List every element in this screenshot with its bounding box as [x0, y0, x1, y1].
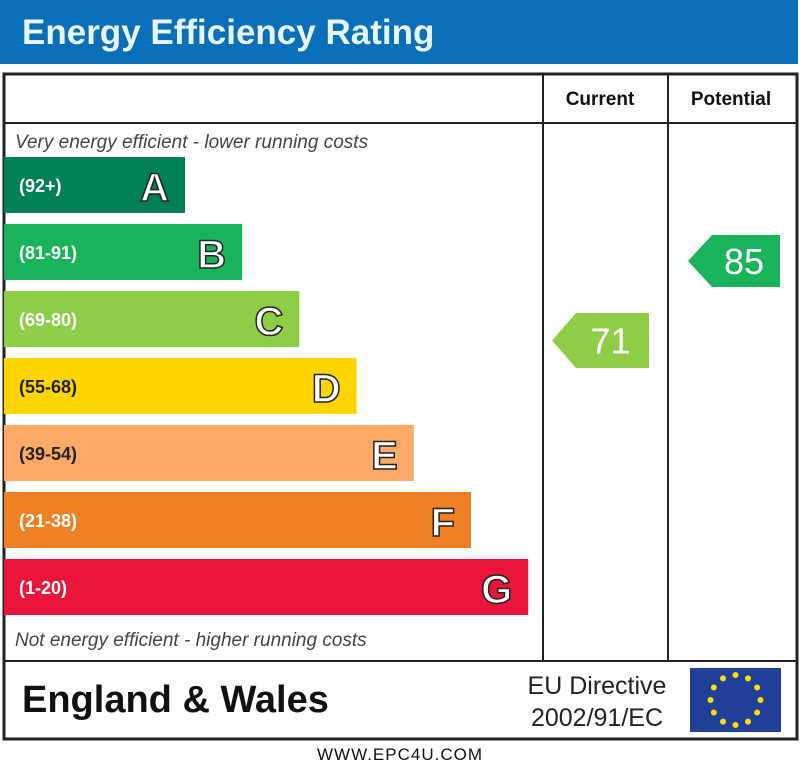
- band-letter-C: C: [255, 300, 284, 344]
- band-letter-B: B: [197, 233, 226, 277]
- potential-header: Potential: [691, 89, 771, 110]
- band-letter-G: G: [481, 568, 512, 612]
- directive-line1: EU Directive: [528, 672, 667, 700]
- eu-star: [732, 722, 739, 728]
- current-rating-value: 71: [590, 321, 630, 362]
- eu-star: [754, 709, 761, 716]
- eu-star: [720, 718, 726, 725]
- region-label: England & Wales: [22, 679, 329, 721]
- directive-line2: 2002/91/EC: [531, 704, 663, 732]
- band-letter-E: E: [371, 434, 398, 478]
- band-range-D: (55-68): [19, 377, 77, 397]
- eu-star: [757, 697, 764, 703]
- band-letter-D: D: [312, 367, 341, 411]
- eu-star: [710, 709, 717, 716]
- eu-star: [745, 675, 751, 682]
- band-range-G: (1-20): [19, 578, 67, 598]
- band-bar-B: [4, 224, 243, 280]
- chart-title: Energy Efficiency Rating: [0, 0, 798, 64]
- potential-rating-value: 85: [724, 241, 764, 282]
- top-note: Very energy efficient - lower running co…: [15, 132, 369, 153]
- potential-rating-arrow: [688, 235, 780, 287]
- band-bar-G: [4, 559, 529, 615]
- current-header: Current: [566, 89, 635, 110]
- band-range-E: (39-54): [19, 444, 77, 464]
- band-letter-F: F: [431, 501, 455, 545]
- bottom-note: Not energy efficient - higher running co…: [15, 630, 367, 651]
- eu-star: [710, 684, 717, 691]
- band-bar-A: [4, 157, 185, 213]
- current-rating-arrow: [552, 313, 649, 368]
- website-footer: WWW.EPC4U.COM: [317, 745, 483, 764]
- band-bar-C: [4, 291, 300, 347]
- eu-star: [720, 675, 726, 682]
- eu-star: [732, 672, 739, 678]
- band-range-F: (21-38): [19, 511, 77, 531]
- epc-chart: Current Potential Very energy efficient …: [2, 72, 799, 741]
- band-range-B: (81-91): [19, 243, 77, 263]
- eu-star: [754, 684, 761, 691]
- eu-star: [707, 697, 714, 703]
- eu-flag-icon: [690, 668, 781, 732]
- band-bar-E: [4, 425, 414, 481]
- band-range-A: (92+): [19, 176, 62, 196]
- band-bar-D: [4, 358, 357, 414]
- band-range-C: (69-80): [19, 310, 77, 330]
- band-bar-F: [4, 492, 471, 548]
- eu-star: [745, 718, 751, 725]
- band-letter-A: A: [140, 166, 169, 210]
